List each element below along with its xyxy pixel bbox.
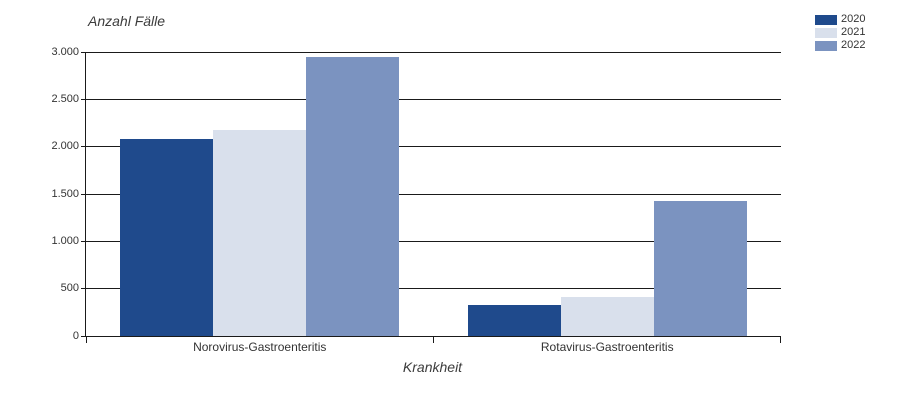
y-tick-label: 500 — [60, 282, 79, 295]
gridline-1.000 — [86, 240, 781, 242]
legend-label: 2021 — [841, 26, 866, 38]
y-axis-title: Anzahl Fälle — [88, 13, 166, 29]
gridline-1.500 — [86, 193, 781, 195]
x-category-label: Norovirus-Gastroenteritis — [193, 340, 327, 354]
gridline-3.000 — [86, 52, 781, 53]
bar-2021-rotavirus-gastroenteritis — [560, 297, 654, 336]
y-axis-tick — [81, 335, 86, 337]
legend-label: 2020 — [841, 13, 866, 25]
x-category-label: Rotavirus-Gastroenteritis — [540, 340, 674, 354]
y-axis-tick — [81, 98, 86, 100]
bar-2022-norovirus-gastroenteritis — [306, 56, 400, 336]
legend-swatch-2020 — [815, 14, 837, 25]
y-axis-tick — [81, 146, 86, 148]
bar-2022-rotavirus-gastroenteritis — [653, 200, 747, 336]
y-tick-label: 1.000 — [51, 234, 79, 247]
y-tick-label: 1.500 — [51, 187, 79, 200]
y-axis-tick — [81, 193, 86, 195]
legend-swatch-2022 — [815, 40, 837, 51]
gridline-500 — [86, 288, 781, 290]
gridline-2.000 — [86, 146, 781, 148]
x-axis-tick — [86, 336, 87, 343]
legend: 2020 2021 2022 — [815, 13, 865, 52]
y-tick-label: 2.500 — [51, 92, 79, 105]
bar-2021-norovirus-gastroenteritis — [213, 129, 307, 336]
gridline-2.500 — [86, 98, 781, 100]
y-axis-tick — [81, 240, 86, 242]
bar-2020-rotavirus-gastroenteritis — [467, 304, 561, 336]
y-axis-tick — [81, 52, 86, 53]
x-axis-title: Krankheit — [402, 359, 463, 375]
y-tick-label: 2.000 — [51, 140, 79, 153]
y-tick-label: 0 — [72, 329, 79, 342]
legend-item-2022: 2022 — [815, 39, 865, 52]
y-tick-label: 3.000 — [51, 45, 79, 58]
legend-item-2020: 2020 — [815, 13, 865, 26]
x-axis-tick — [780, 336, 781, 343]
y-axis-tick — [81, 288, 86, 290]
legend-swatch-2021 — [815, 27, 837, 38]
plot-area: 0 500 1.000 1.500 2.000 2.500 3.000 Norovirus-G… — [51, 46, 781, 354]
bar-2020-norovirus-gastroenteritis — [120, 139, 214, 336]
legend-item-2021: 2021 — [815, 26, 865, 39]
x-axis-tick — [433, 336, 434, 343]
legend-label: 2022 — [841, 39, 866, 51]
